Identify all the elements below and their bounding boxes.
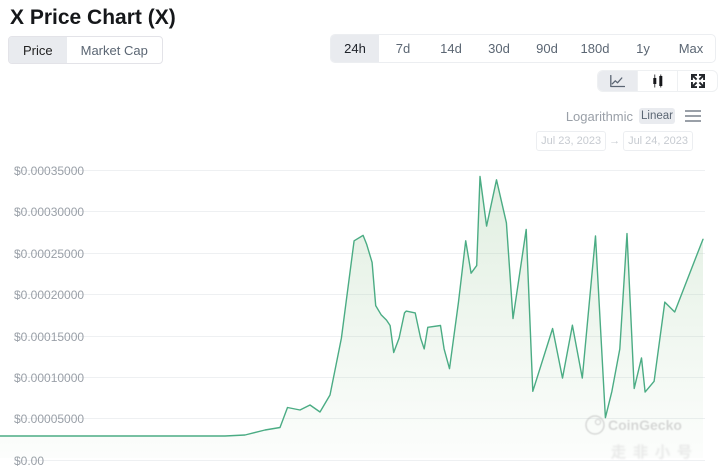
svg-text:CoinGecko: CoinGecko xyxy=(608,417,682,433)
